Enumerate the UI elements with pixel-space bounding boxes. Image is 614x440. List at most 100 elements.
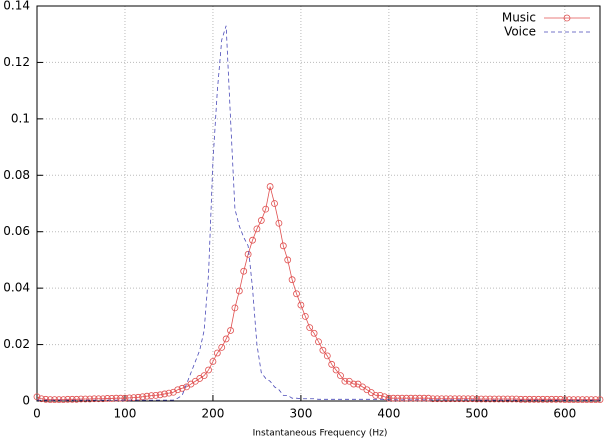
marker [209, 358, 217, 365]
marker [81, 395, 89, 403]
marker [574, 396, 582, 403]
marker [438, 395, 446, 403]
x-tick-label: 200 [201, 407, 224, 421]
y-tick-label: 0.06 [3, 224, 30, 238]
marker [491, 395, 498, 403]
marker [244, 250, 252, 258]
marker [103, 395, 111, 402]
marker [279, 242, 287, 250]
marker [275, 219, 283, 227]
series-line [36, 186, 600, 400]
marker [451, 395, 459, 403]
marker [271, 200, 278, 207]
series-line [37, 25, 600, 401]
marker [46, 396, 54, 403]
marker [323, 352, 331, 360]
marker [284, 256, 292, 264]
marker [407, 394, 415, 402]
marker [442, 395, 450, 403]
marker [376, 391, 384, 399]
marker [55, 396, 63, 403]
marker [227, 327, 234, 334]
marker [222, 335, 230, 343]
marker [372, 391, 380, 399]
x-tick-label: 600 [553, 407, 576, 421]
marker [240, 267, 248, 275]
marker [306, 324, 314, 332]
marker [425, 394, 432, 402]
marker [473, 395, 481, 403]
marker [548, 395, 556, 403]
marker [161, 390, 168, 398]
marker [315, 338, 322, 346]
marker [592, 396, 600, 403]
marker [205, 366, 212, 374]
marker [385, 394, 393, 402]
marker [565, 396, 573, 403]
marker [99, 395, 107, 403]
marker [337, 372, 344, 380]
marker [293, 290, 300, 298]
x-tick-label: 500 [465, 407, 488, 421]
marker [482, 395, 490, 403]
marker [310, 329, 318, 337]
marker [257, 217, 265, 224]
marker [447, 395, 454, 403]
y-tick-label: 0.04 [3, 281, 30, 295]
marker [539, 395, 547, 403]
marker [117, 394, 124, 402]
marker [389, 394, 397, 402]
y-tick-label: 0.12 [3, 55, 30, 69]
x-tick-label: 100 [114, 407, 137, 421]
marker [521, 395, 529, 403]
marker [297, 301, 305, 309]
marker [130, 394, 138, 402]
marker [218, 343, 226, 351]
marker [350, 380, 358, 388]
legend-label: Voice [504, 25, 536, 39]
y-tick-label: 0.08 [3, 168, 30, 182]
marker [301, 312, 309, 320]
marker [583, 396, 591, 403]
marker [156, 391, 164, 399]
marker [77, 395, 85, 403]
marker [587, 396, 595, 403]
marker [486, 395, 494, 403]
marker [328, 360, 336, 368]
marker [73, 395, 80, 403]
marker [596, 396, 604, 403]
marker [517, 395, 525, 403]
marker [68, 395, 76, 403]
marker [416, 394, 424, 402]
marker [59, 396, 67, 403]
marker [42, 395, 50, 403]
y-tick-label: 0.14 [3, 0, 30, 13]
marker [535, 395, 542, 403]
x-tick-label: 300 [289, 407, 312, 421]
marker [231, 304, 239, 312]
marker [213, 349, 221, 357]
marker [147, 392, 155, 400]
marker [341, 377, 349, 385]
plot-frame [36, 5, 601, 402]
marker [499, 395, 507, 403]
marker [495, 395, 503, 403]
marker [543, 395, 551, 403]
marker [200, 372, 208, 380]
marker [477, 395, 485, 403]
y-tick-label: 0.1 [11, 111, 30, 125]
marker [165, 389, 173, 397]
marker [464, 395, 472, 403]
marker [319, 346, 327, 354]
marker [51, 396, 58, 403]
marker [526, 395, 534, 403]
marker [561, 396, 569, 403]
marker [570, 396, 578, 403]
marker [420, 394, 428, 402]
marker [552, 395, 560, 403]
marker [455, 395, 463, 403]
marker [262, 205, 270, 213]
marker [64, 395, 72, 403]
marker [235, 287, 243, 295]
